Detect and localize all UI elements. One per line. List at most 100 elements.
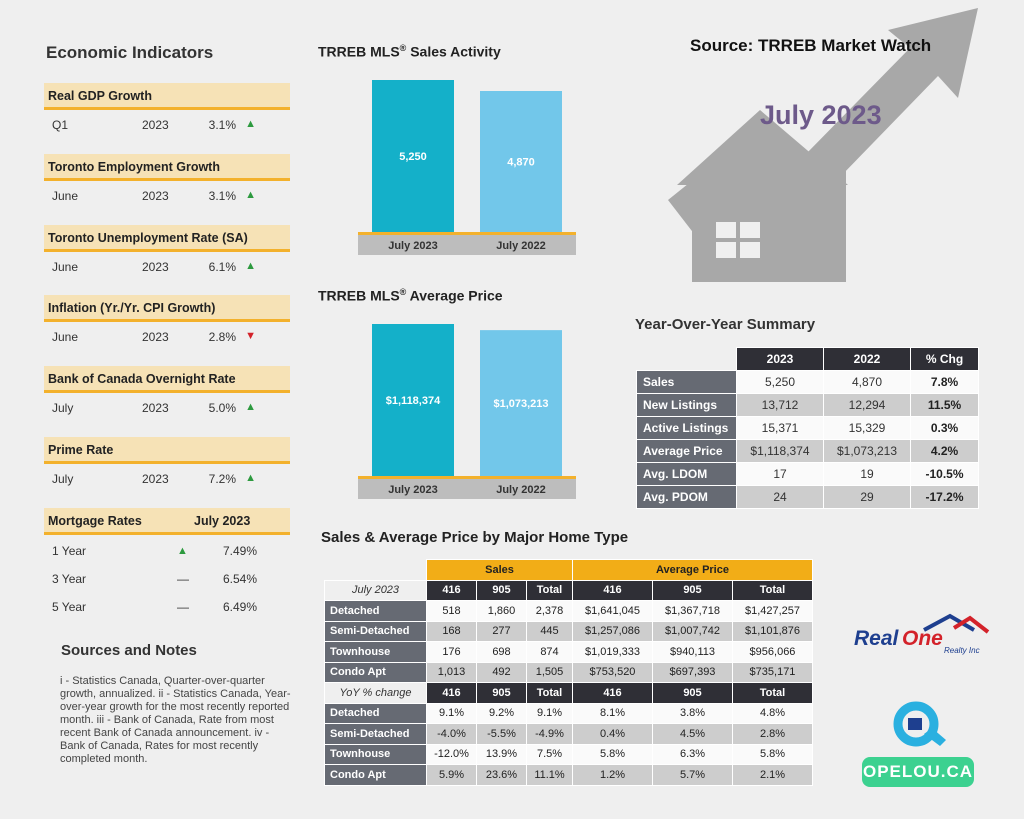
value-2023: 17 [736,462,824,486]
mortgage-rows: 1 Year ▲ 7.49% 3 Year — 6.54% 5 Year — 6.49% [44,535,290,621]
indicator-period: June [52,260,79,274]
value-2022: 12,294 [823,393,911,417]
table-row: Townhouse -12.0% 13.9% 7.5% 5.8% 6.3% 5.8% [324,743,813,765]
table-row: Semi-Detached 168 277 445 $1,257,086 $1,007,7… [324,620,813,642]
column-header: Total [732,579,813,601]
opelou-badge[interactable]: OPELOU.CA [862,757,974,787]
table-cell: 13.9% [476,743,527,765]
table-row: Semi-Detached -4.0% -5.5% -4.9% 0.4% 4.5% 2.8% [324,723,813,745]
mortgage-row: 3 Year — 6.54% [44,565,290,593]
column-header: 416 [426,682,477,704]
row-label: Townhouse [324,641,427,663]
percent-change: 4.2% [910,439,979,463]
indicator-row: July 2023 5.0% ▲ [44,393,290,415]
opelou-logo-icon [893,701,946,747]
table-cell: 2.8% [732,723,813,745]
mortgage-rates-block: Mortgage Rates July 2023 1 Year ▲ 7.49% 3 Yea… [44,508,290,621]
table-cell: $1,427,257 [732,600,813,622]
mortgage-rate: 7.49% [222,544,257,558]
table-cell: 8.1% [572,702,653,724]
price-chart-title: TRREB MLS® Average Price [318,287,503,304]
table-row: Avg. PDOM 24 29 -17.2% [636,485,979,509]
indicator-year: 2023 [142,260,169,274]
table-cell: 3.8% [652,702,733,724]
table-cell: $1,257,086 [572,620,653,642]
value-2023: $1,118,374 [736,439,824,463]
indicator-name: Inflation (Yr./Yr. CPI Growth) [44,295,290,322]
trend-up-icon: ▲ [245,189,256,201]
row-label: Avg. LDOM [636,462,737,486]
table-cell: 1,013 [426,661,477,683]
table-caption: YoY % change [324,682,427,704]
row-label: Active Listings [636,416,737,440]
column-header: Total [526,579,573,601]
mortgage-rate: 6.49% [222,600,257,614]
indicator-period: June [52,330,79,344]
econ-title: Economic Indicators [46,43,214,62]
category-band [358,479,576,499]
indicator-value: 2.8% [208,330,236,344]
table-cell: 5.7% [652,764,733,786]
table-row: Condo Apt 5.9% 23.6% 11.1% 1.2% 5.7% 2.1% [324,764,813,786]
mortgage-term: 3 Year [52,572,87,586]
value-2022: 29 [823,485,911,509]
indicator-value: 6.1% [208,260,236,274]
yoy-summary-table: 2023 2022% Chg Sales 5,250 4,870 7.8% New Lis… [636,347,979,509]
yoy-summary-title: Year-Over-Year Summary [635,316,816,333]
svg-text:One: One [902,627,943,650]
indicator-value: 3.1% [208,189,236,203]
house-growth-graphic [668,8,978,282]
table-cell: 168 [426,620,477,642]
home-type-table: Sales Average Price July 2023 416 905 Total 41… [324,559,813,786]
indicator-year: 2023 [142,401,169,415]
bar [480,330,562,476]
row-label: Townhouse [324,743,427,765]
indicator-value: 7.2% [208,472,236,486]
indicator-block: Prime Rate July 2023 7.2% ▲ [44,437,290,486]
trend-down-icon: ▼ [245,330,256,342]
row-label: Semi-Detached [324,620,427,642]
column-header-row: YoY % change 416 905 Total 416 905 Total [324,682,813,704]
indicator-period: July [52,472,74,486]
table-cell: 277 [476,620,527,642]
axis-baseline [358,232,576,235]
table-cell: $697,393 [652,661,733,683]
indicator-value: 3.1% [208,118,236,132]
column-header: 905 [476,682,527,704]
indicator-row: June 2023 2.8% ▼ [44,322,290,344]
column-header: 2022 [823,347,911,371]
table-cell: $940,113 [652,641,733,663]
column-header: Total [526,682,573,704]
column-header: 2023 [736,347,824,371]
indicator-name: Real GDP Growth [44,83,290,110]
row-label: Condo Apt [324,764,427,786]
category-label: July 2023 [388,240,438,252]
table-cell: $753,520 [572,661,653,683]
table-row: Average Price $1,118,374 $1,073,213 4.2% [636,439,979,463]
table-row: Sales 5,250 4,870 7.8% [636,370,979,394]
column-header: % Chg [910,347,979,371]
table-cell: 7.5% [526,743,573,765]
category-label: July 2023 [388,484,438,496]
value-2023: 24 [736,485,824,509]
indicator-name: Prime Rate [44,437,290,464]
indicator-name: Toronto Unemployment Rate (SA) [44,225,290,252]
sources-notes-panel: Sources and Notes i - Statistics Canada,… [54,636,294,806]
table-cell: 1,860 [476,600,527,622]
value-2022: $1,073,213 [823,439,911,463]
group-header: Average Price [572,559,813,581]
table-cell: -4.0% [426,723,477,745]
report-month: July 2023 [760,100,882,130]
table-cell: $1,101,876 [732,620,813,642]
indicator-row: Q1 2023 3.1% ▲ [44,110,290,132]
mortgage-term: 5 Year [52,600,87,614]
table-row: Active Listings 15,371 15,329 0.3% [636,416,979,440]
indicator-name: Toronto Employment Growth [44,154,290,181]
table-cell: 1.2% [572,764,653,786]
bar-value-label: 4,870 [507,157,535,169]
sources-text: i - Statistics Canada, Quarter-over-quar… [60,675,291,765]
table-cell: 2.1% [732,764,813,786]
category-label: July 2022 [496,484,546,496]
trend-up-icon: ▲ [245,401,256,413]
table-cell: $735,171 [732,661,813,683]
